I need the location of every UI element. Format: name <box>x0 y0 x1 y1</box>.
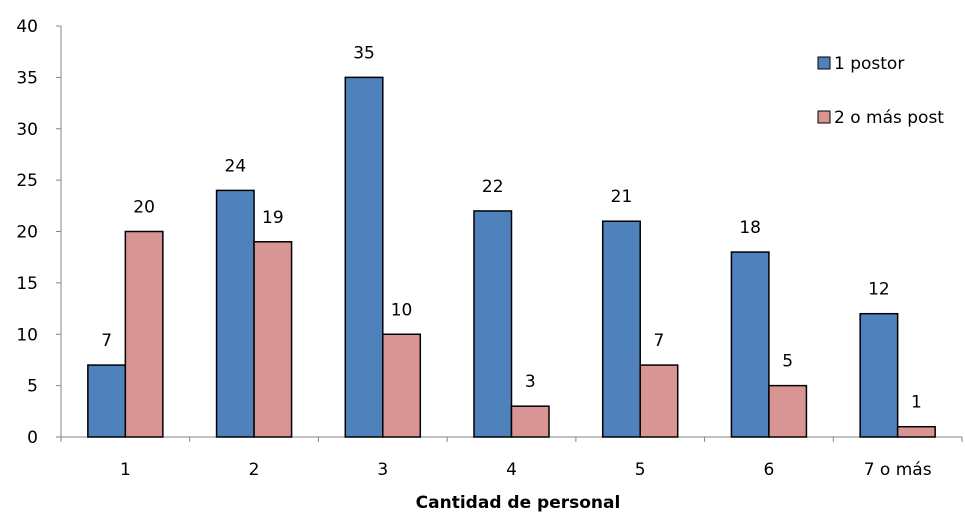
data-label: 3 <box>525 372 536 392</box>
data-label: 5 <box>782 352 793 372</box>
bar-series2 <box>124 230 164 438</box>
x-tick-label: 7 o más <box>864 460 932 480</box>
y-tick-label: 35 <box>16 68 38 88</box>
x-tick-label: 6 <box>764 460 775 480</box>
x-tick-label: 5 <box>635 460 646 480</box>
data-label: 19 <box>262 208 284 228</box>
bar-series2 <box>253 241 293 438</box>
data-label: 1 <box>911 393 922 413</box>
bar-series1 <box>601 220 641 438</box>
data-label: 12 <box>868 280 890 300</box>
bar-series1 <box>859 312 899 438</box>
data-label: 18 <box>739 218 761 238</box>
bar-series <box>87 76 936 438</box>
legend-swatch <box>817 110 831 124</box>
bar-series1 <box>215 189 255 438</box>
data-label: 20 <box>133 198 155 218</box>
bar-series1 <box>730 251 770 438</box>
data-labels: 7 24 35 22 21 18 12 20 19 10 3 7 5 1 <box>101 43 922 412</box>
x-tick-label: 4 <box>506 460 517 480</box>
data-label: 22 <box>482 177 504 197</box>
data-label: 21 <box>611 187 633 207</box>
y-tick-label: 10 <box>16 325 38 345</box>
data-label: 7 <box>101 331 112 351</box>
bar-series2 <box>510 405 550 438</box>
y-tick-label: 5 <box>27 377 38 397</box>
y-tick-label: 15 <box>16 274 38 294</box>
bar-series2 <box>768 384 808 438</box>
x-tick-label: 3 <box>377 460 388 480</box>
bar-series2 <box>639 364 679 438</box>
data-label: 24 <box>225 156 247 176</box>
legend-swatch <box>817 56 831 70</box>
data-label: 35 <box>353 43 375 63</box>
x-axis-ticks: 1 2 3 4 5 6 7 o más <box>60 437 963 480</box>
data-label: 7 <box>654 331 665 351</box>
legend: 1 postor 2 o más post <box>817 54 944 128</box>
y-tick-label: 40 <box>16 17 38 37</box>
data-label: 10 <box>391 300 413 320</box>
bar-series1 <box>344 76 384 438</box>
bar-series1 <box>87 364 127 438</box>
y-tick-label: 20 <box>16 223 38 243</box>
bar-series2 <box>382 333 422 438</box>
y-tick-label: 25 <box>16 171 38 191</box>
y-axis-ticks: 0 5 10 15 20 25 30 35 40 <box>16 17 61 448</box>
x-tick-label: 2 <box>249 460 260 480</box>
y-tick-label: 0 <box>27 428 38 448</box>
bar-series2 <box>896 425 936 438</box>
legend-label: 2 o más post <box>834 108 944 128</box>
x-axis-title: Cantidad de personal <box>416 493 621 513</box>
bar-series1 <box>473 210 513 438</box>
x-tick-label: 1 <box>120 460 131 480</box>
y-tick-label: 30 <box>16 120 38 140</box>
legend-label: 1 postor <box>834 54 904 74</box>
